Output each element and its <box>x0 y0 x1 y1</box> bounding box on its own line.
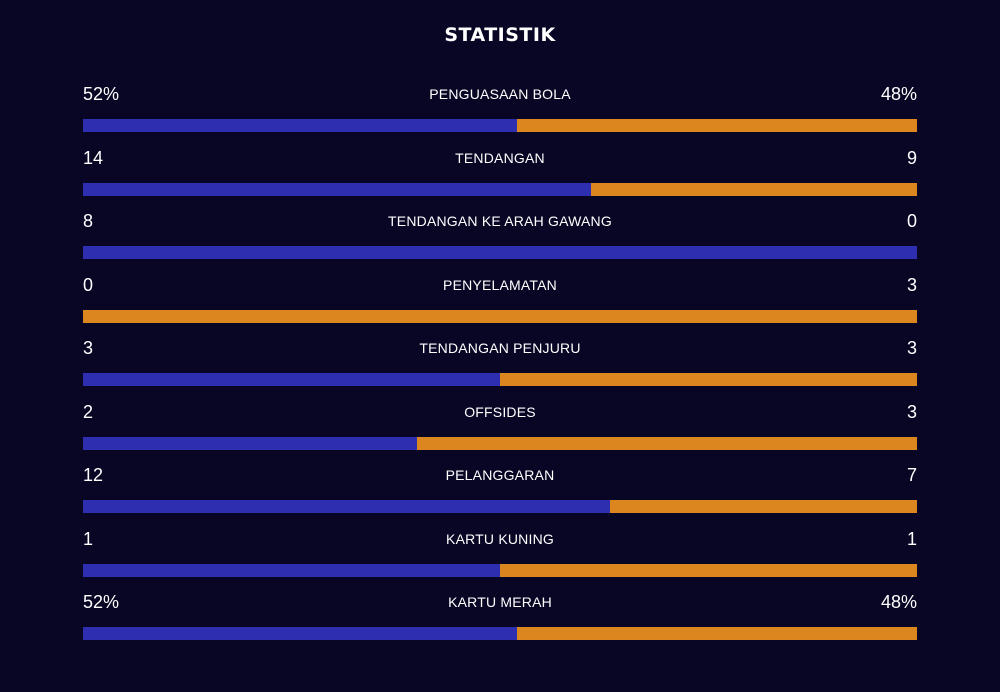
home-value: 3 <box>83 338 94 358</box>
stat-row-offsides: 2 OFFSIDES 3 <box>83 398 917 462</box>
away-value: 9 <box>906 147 917 168</box>
home-bar-fill <box>83 182 591 196</box>
home-value: 8 <box>83 211 94 231</box>
home-value: 52% <box>83 592 120 612</box>
comparison-bar <box>83 246 917 259</box>
home-value: 14 <box>83 147 104 168</box>
home-value: 12 <box>83 465 104 485</box>
stat-row-possession: 52% PENGUASAAN BOLA 48% <box>83 80 917 144</box>
away-bar-fill <box>83 309 917 323</box>
comparison-bar <box>83 119 917 132</box>
stat-row-fouls: 12 PELANGGARAN 7 <box>83 461 917 525</box>
home-value: 52% <box>83 84 120 104</box>
home-value: 1 <box>83 528 94 549</box>
stat-row-corners: 3 TENDANGAN PENJURU 3 <box>83 334 917 398</box>
away-bar-fill <box>516 627 917 640</box>
stat-label: TENDANGAN KE ARAH GAWANG <box>388 213 612 229</box>
away-bar-fill <box>516 119 917 132</box>
away-bar-fill <box>610 500 917 513</box>
away-value: 7 <box>906 465 917 485</box>
away-bar-fill <box>500 563 917 577</box>
stats-title: STATISTIK <box>444 24 556 46</box>
away-value: 48% <box>880 84 917 104</box>
home-bar-fill <box>83 119 517 132</box>
stat-label: TENDANGAN <box>455 149 545 166</box>
home-bar-fill <box>83 627 517 640</box>
away-bar-fill <box>416 436 917 450</box>
away-value: 48% <box>880 592 917 612</box>
home-bar-fill <box>83 373 500 386</box>
home-bar-fill <box>83 246 917 259</box>
stat-label: PENYELAMATAN <box>443 276 557 293</box>
stats-list: 52% PENGUASAAN BOLA 48% 14 TENDANGAN 9 8… <box>83 80 917 652</box>
comparison-bar <box>83 373 917 386</box>
stat-label: KARTU KUNING <box>446 530 554 547</box>
stat-label: OFFSIDES <box>464 403 536 420</box>
home-bar-fill <box>83 563 500 577</box>
away-value: 3 <box>906 401 917 422</box>
comparison-bar <box>83 627 917 640</box>
stat-row-yellow-cards: 1 KARTU KUNING 1 <box>83 525 917 589</box>
away-bar-fill <box>590 182 917 196</box>
away-value: 1 <box>906 528 917 549</box>
comparison-bar <box>83 500 917 513</box>
away-value: 3 <box>906 338 917 358</box>
home-bar-fill <box>83 436 417 450</box>
home-bar-fill <box>83 500 611 513</box>
stat-label: KARTU MERAH <box>448 594 552 610</box>
home-value: 2 <box>83 401 94 422</box>
stat-row-red-cards: 52% KARTU MERAH 48% <box>83 588 917 652</box>
stat-row-shots: 14 TENDANGAN 9 <box>83 144 917 208</box>
comparison-bar <box>83 436 917 450</box>
comparison-bar <box>83 309 917 323</box>
comparison-bar <box>83 182 917 196</box>
comparison-bar <box>83 563 917 577</box>
stat-label: PENGUASAAN BOLA <box>429 86 571 102</box>
stat-row-shots-on-target: 8 TENDANGAN KE ARAH GAWANG 0 <box>83 207 917 271</box>
stat-label: TENDANGAN PENJURU <box>419 340 581 356</box>
home-value: 0 <box>83 274 94 295</box>
away-value: 0 <box>906 211 917 231</box>
stat-row-saves: 0 PENYELAMATAN 3 <box>83 271 917 335</box>
stat-label: PELANGGARAN <box>445 467 555 483</box>
away-value: 3 <box>906 274 917 295</box>
away-bar-fill <box>500 373 917 386</box>
